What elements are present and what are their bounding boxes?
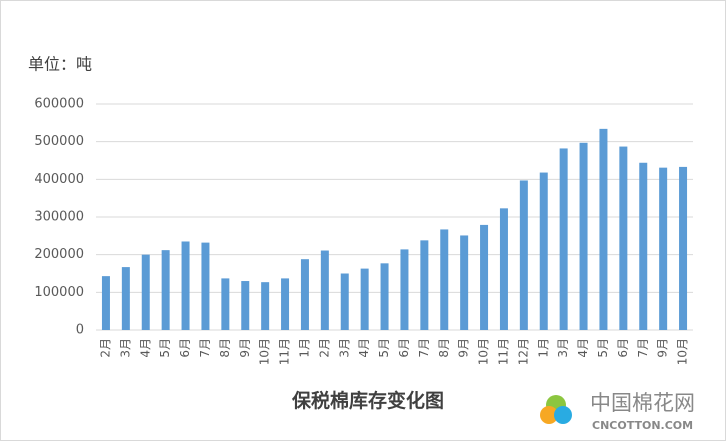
unit-label: 单位：吨 xyxy=(28,55,92,74)
x-tick-label: 8月 xyxy=(218,338,232,358)
bar xyxy=(420,240,429,330)
bar xyxy=(101,276,110,330)
bar xyxy=(639,162,648,330)
bar xyxy=(221,278,230,330)
x-tick-label: 1月 xyxy=(536,338,550,358)
x-tick-label: 3月 xyxy=(337,338,351,358)
x-tick-label: 2月 xyxy=(98,338,112,358)
bar xyxy=(579,142,588,330)
watermark-url: CNCOTTON.COM xyxy=(592,419,693,432)
bar xyxy=(440,229,449,330)
bar xyxy=(559,148,568,330)
x-tick-label: 5月 xyxy=(377,338,391,358)
x-tick-label: 10月 xyxy=(258,338,272,365)
bar xyxy=(360,268,369,330)
x-tick-label: 4月 xyxy=(576,338,590,358)
x-tick-label: 5月 xyxy=(596,338,610,358)
x-tick-label: 7月 xyxy=(636,338,650,358)
x-tick-label: 3月 xyxy=(118,338,132,358)
bar xyxy=(340,273,349,330)
x-tick-label: 9月 xyxy=(457,338,471,358)
bar xyxy=(380,263,389,330)
bar xyxy=(141,254,150,330)
bar xyxy=(181,241,190,330)
bar xyxy=(679,166,688,330)
bar xyxy=(659,167,668,330)
x-tick-label: 6月 xyxy=(397,338,411,358)
bar xyxy=(300,259,309,330)
logo-part xyxy=(540,406,558,424)
x-tick-label: 6月 xyxy=(616,338,630,358)
y-tick-label: 400000 xyxy=(34,172,84,187)
x-tick-label: 10月 xyxy=(676,338,690,365)
x-tick-label: 4月 xyxy=(357,338,371,358)
bar xyxy=(281,278,290,330)
x-tick-label: 5月 xyxy=(158,338,172,358)
bar xyxy=(320,250,329,330)
bar xyxy=(539,172,548,330)
bar xyxy=(480,224,489,330)
y-tick-label: 200000 xyxy=(34,247,84,262)
x-tick-label: 9月 xyxy=(238,338,252,358)
x-tick-label: 1月 xyxy=(297,338,311,358)
chart-title: 保税棉库存变化图 xyxy=(291,389,444,412)
bar xyxy=(519,180,528,330)
bar xyxy=(201,242,210,330)
bar xyxy=(261,282,270,330)
bar xyxy=(241,281,250,330)
bar xyxy=(499,208,508,330)
x-tick-label: 11月 xyxy=(278,338,292,365)
x-tick-label: 8月 xyxy=(437,338,451,358)
y-tick-label: 0 xyxy=(76,323,84,338)
bar xyxy=(400,249,409,330)
x-tick-label: 10月 xyxy=(477,338,491,365)
watermark: 中国棉花网 CNCOTTON.COM xyxy=(540,391,695,432)
bar xyxy=(599,128,608,330)
watermark-name: 中国棉花网 xyxy=(590,391,695,415)
bar xyxy=(121,267,130,330)
x-tick-label: 2月 xyxy=(317,338,331,358)
x-tick-label: 7月 xyxy=(198,338,212,358)
x-tick-label: 3月 xyxy=(556,338,570,358)
x-tick-label: 12月 xyxy=(516,338,530,365)
x-tick-label: 11月 xyxy=(496,338,510,365)
x-tick-label: 7月 xyxy=(417,338,431,358)
x-tick-label: 6月 xyxy=(178,338,192,358)
x-tick-label: 4月 xyxy=(138,338,152,358)
y-tick-label: 600000 xyxy=(34,97,84,112)
x-tick-label: 9月 xyxy=(656,338,670,358)
bar xyxy=(619,146,628,330)
bar xyxy=(161,250,170,330)
bar xyxy=(460,235,469,330)
logo-part xyxy=(554,406,572,424)
y-tick-label: 300000 xyxy=(34,210,84,225)
y-tick-label: 100000 xyxy=(34,285,84,300)
y-tick-label: 500000 xyxy=(34,134,84,149)
